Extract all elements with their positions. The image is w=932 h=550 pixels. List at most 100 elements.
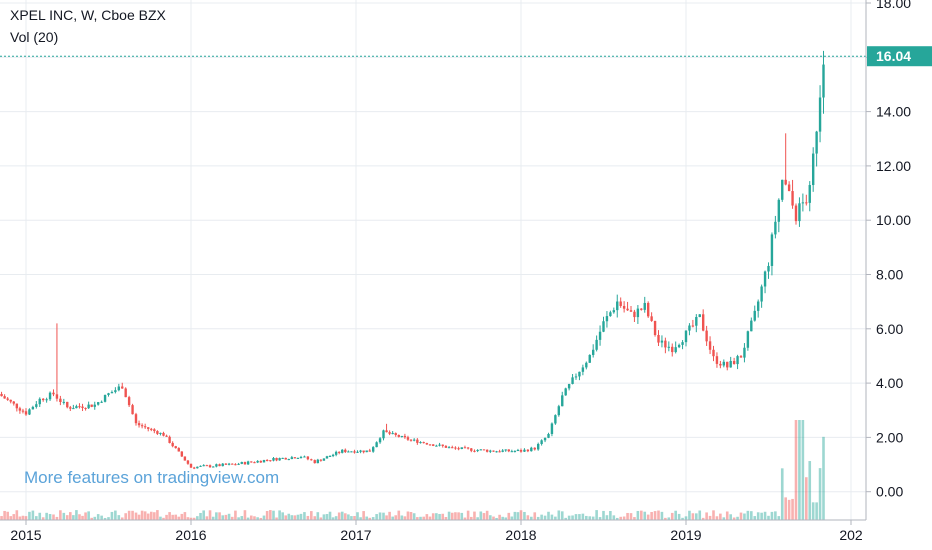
candle-body [454, 447, 457, 449]
candle-body [736, 356, 739, 365]
candle-body [653, 320, 657, 335]
candle-body [127, 397, 131, 406]
candle-body [784, 179, 787, 185]
candle-body [602, 321, 605, 332]
volume-bar [340, 511, 344, 520]
volume-bar [107, 517, 110, 520]
volume-bar [619, 516, 622, 520]
volume-bar [510, 516, 514, 520]
candle-body [616, 301, 619, 311]
candle-body [701, 314, 705, 331]
volume-indicator-label[interactable]: Vol (20) [10, 29, 59, 45]
candle-body [519, 450, 523, 452]
volume-bar [156, 510, 159, 520]
candle-body [59, 398, 62, 403]
candle-body [227, 463, 231, 465]
candle-body [643, 302, 646, 310]
candle-body [571, 377, 574, 384]
candle-body [153, 429, 156, 432]
candle-body [114, 390, 117, 393]
volume-bar [278, 510, 281, 520]
candle-body [444, 445, 448, 448]
watermark-link[interactable]: More features on tradingview.com [24, 468, 280, 487]
volume-bar [732, 517, 736, 520]
volume-bar [409, 511, 413, 520]
candle-body [81, 406, 84, 408]
candle-body [24, 411, 28, 415]
candle-body [746, 331, 750, 348]
volume-bar [447, 511, 451, 520]
candle-body [6, 398, 9, 400]
volume-bar [84, 512, 87, 520]
candle-body [801, 202, 805, 204]
candle-body [78, 406, 81, 408]
volume-bar [774, 511, 777, 520]
candle-body [177, 448, 180, 452]
volume-bar [183, 512, 187, 520]
candle-body [365, 450, 368, 453]
volume-bar [120, 517, 124, 520]
volume-bar [9, 516, 13, 520]
volume-bar [35, 516, 38, 520]
candle-body [171, 442, 174, 447]
candle-body [435, 445, 438, 447]
candle-body [598, 331, 602, 340]
candle-body [712, 349, 715, 357]
candle-body [441, 444, 444, 446]
volume-bar [168, 512, 171, 520]
candle-body [296, 457, 300, 459]
volume-bar [585, 515, 588, 520]
candle-body [299, 457, 303, 459]
candle-body [588, 354, 591, 363]
time-axis[interactable]: 2015 2016 2017 2018 2019 202 [10, 520, 863, 543]
candle-body [743, 347, 746, 358]
candle-body [770, 234, 774, 266]
volume-bar [670, 512, 674, 520]
candle-body [103, 395, 107, 402]
candle-body [156, 431, 159, 434]
candle-body [412, 439, 416, 441]
candle-body [650, 316, 653, 321]
volume-bar [165, 514, 168, 520]
volume-bar [313, 516, 317, 520]
volume-bar [646, 514, 650, 520]
volume-bar [536, 516, 540, 520]
volume-bar [818, 468, 822, 520]
candle-body [397, 435, 400, 437]
volume-bar [24, 516, 28, 520]
volume-bar [664, 517, 667, 520]
candle-body [96, 402, 100, 405]
volume-bar [801, 420, 805, 520]
volume-bar [153, 512, 156, 520]
volume-bar [319, 517, 323, 520]
chart-title: XPEL INC, W, Cboe BZX [10, 7, 166, 23]
candle-body [578, 371, 581, 377]
volume-bar [450, 512, 454, 520]
volume-bar [406, 511, 410, 520]
price-axis[interactable]: 18.0016.0014.0012.0010.008.006.004.002.0… [866, 0, 911, 500]
candle-body [231, 463, 234, 465]
candle-body [715, 356, 719, 364]
candle-body [310, 459, 313, 461]
volume-bar [578, 514, 581, 520]
candle-body [585, 362, 588, 368]
candle-body [75, 406, 78, 409]
volume-bar [180, 513, 184, 520]
candle-body [174, 446, 177, 449]
volume-bar [791, 498, 794, 520]
candle-body [250, 461, 253, 463]
volume-bar [808, 461, 812, 520]
volume-bar [3, 510, 6, 520]
candle-body [705, 330, 708, 342]
volume-bar [476, 517, 479, 520]
volume-bar [629, 513, 633, 520]
volume-bar [81, 515, 84, 520]
volume-bar [403, 516, 407, 520]
candles [0, 50, 825, 470]
candle-body [660, 340, 664, 343]
volume-bar [205, 516, 209, 520]
volume-bar [519, 510, 523, 520]
volume-bar [736, 516, 739, 520]
volume-bar [660, 511, 664, 520]
